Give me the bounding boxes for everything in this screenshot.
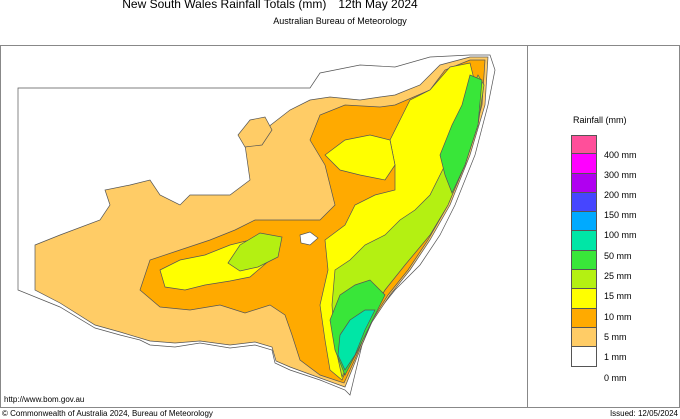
legend-label: 400 mm — [604, 150, 637, 160]
title-text: New South Wales Rainfall Totals (mm) — [122, 0, 327, 11]
legend-swatch-300 — [571, 154, 597, 174]
legend-swatch-400plus — [571, 135, 597, 155]
subtitle: Australian Bureau of Meteorology — [273, 16, 407, 26]
legend-title: Rainfall (mm) — [573, 115, 627, 125]
legend-label: 50 mm — [604, 251, 632, 261]
rainfall-map — [17, 54, 496, 396]
legend-label: 15 mm — [604, 291, 632, 301]
region-25mm-north — [439, 74, 483, 194]
date-text: 12th May 2024 — [338, 0, 418, 11]
legend-label: 0 mm — [604, 373, 627, 383]
legend-swatch-5 — [571, 308, 597, 328]
legend-divider — [527, 45, 528, 407]
legend-label: 100 mm — [604, 230, 637, 240]
legend-swatch-1 — [571, 327, 597, 348]
legend-swatch-15 — [571, 270, 597, 290]
legend-label: 200 mm — [604, 190, 637, 200]
legend-colorbar — [571, 135, 597, 367]
copyright: © Commonwealth of Australia 2024, Bureau… — [2, 409, 213, 418]
legend-label: 300 mm — [604, 170, 637, 180]
legend-swatch-0 — [571, 347, 597, 367]
region-1mm-island — [237, 116, 273, 148]
legend-label: 1 mm — [604, 352, 627, 362]
region-10mm-north — [324, 134, 396, 181]
legend-swatch-25 — [571, 250, 597, 271]
legend-swatch-150 — [571, 192, 597, 213]
legend-swatch-200 — [571, 173, 597, 193]
region-dry-spot — [299, 231, 319, 246]
map-title: New South Wales Rainfall Totals (mm) 12th… — [0, 0, 540, 11]
legend-swatch-100 — [571, 212, 597, 232]
legend-label: 5 mm — [604, 332, 627, 342]
legend-label: 25 mm — [604, 271, 632, 281]
region-50mm — [337, 309, 376, 371]
bom-url-link[interactable]: http://www.bom.gov.au — [4, 395, 85, 404]
legend-swatch-10 — [571, 289, 597, 309]
legend-label: 10 mm — [604, 312, 632, 322]
issued-date: Issued: 12/05/2024 — [609, 409, 678, 418]
region-15mm — [227, 232, 283, 272]
legend-swatch-50 — [571, 231, 597, 251]
legend-label: 150 mm — [604, 210, 637, 220]
